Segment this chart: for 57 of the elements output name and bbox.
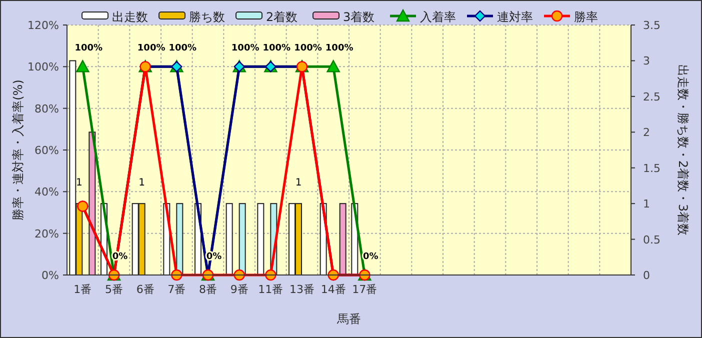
y-tick-label: 80% [34, 102, 59, 116]
x-tick-label: 9番 [230, 283, 248, 296]
x-tick-label: 11番 [258, 283, 284, 296]
x-axis-title: 馬番 [336, 312, 361, 326]
point [234, 269, 245, 281]
x-tick-label: 6番 [136, 283, 154, 296]
data-label: 100% [168, 44, 197, 54]
legend-label: 3着数 [343, 10, 375, 24]
legend-label: 勝率 [574, 10, 598, 24]
y2-tick-label: 0.5 [643, 233, 660, 246]
bar [339, 203, 346, 276]
legend-label: 連対率 [497, 10, 533, 24]
y2-tick-label: 1.5 [643, 162, 660, 175]
point [76, 60, 90, 72]
data-label: 0% [363, 252, 378, 262]
data-label: 100% [294, 44, 322, 54]
y-tick-label: 20% [34, 227, 59, 240]
x-tick-label: 5番 [105, 283, 123, 296]
bar [238, 203, 246, 276]
y2-tick-label: 2 [643, 126, 650, 140]
data-label: 100% [137, 44, 166, 54]
y2-tick-label: 3 [643, 54, 650, 68]
y2-tick-label: 0 [643, 269, 650, 282]
point [265, 269, 276, 281]
y-tick-label: 0% [42, 269, 59, 282]
y2-tick-label: 2.5 [643, 90, 660, 104]
bar [257, 203, 264, 276]
x-tick-label: 1番 [74, 283, 92, 296]
y2-tick-label: 1 [643, 198, 650, 211]
data-label: 100% [325, 44, 354, 54]
y-tick-label: 60% [34, 144, 59, 157]
y2-tick-label: 3.5 [643, 19, 660, 32]
legend-label: 勝ち数 [189, 10, 225, 24]
data-label: 100% [74, 44, 103, 54]
x-tick-label: 7番 [168, 283, 186, 296]
x-tick-label: 14番 [320, 283, 346, 296]
bar [176, 203, 184, 276]
y2-axis-title: 出走数・勝ち数・2着数・3着数 [676, 64, 690, 236]
bar [226, 203, 233, 276]
x-tick-label: 13番 [290, 283, 314, 296]
y-axis-title: 勝率・連対率・入着率(%) [11, 80, 25, 220]
y-tick-label: 120% [28, 19, 59, 32]
x-tick-label: 17番 [352, 283, 378, 296]
point [326, 60, 340, 72]
data-label: 100% [231, 44, 260, 54]
legend-label: 入着率 [420, 10, 456, 24]
legend-label: 出走数 [112, 10, 148, 24]
data-label: 1 [295, 178, 302, 189]
data-label: 100% [262, 44, 291, 54]
y-tick-label: 40% [34, 186, 59, 199]
y-tick-label: 100% [28, 60, 59, 74]
x-tick-label: 8番 [199, 283, 217, 296]
legend-label: 2着数 [266, 10, 298, 24]
bar [88, 132, 96, 276]
data-label: 1 [76, 178, 82, 189]
data-label: 1 [138, 178, 146, 189]
point [171, 269, 182, 281]
